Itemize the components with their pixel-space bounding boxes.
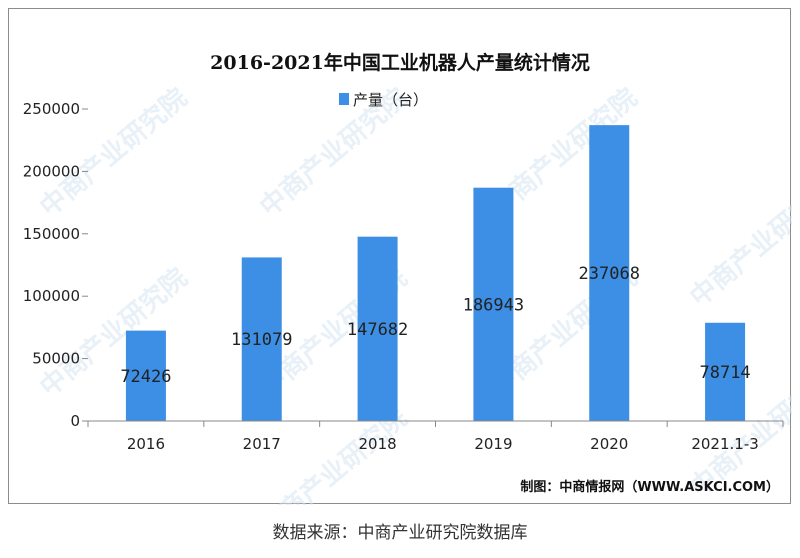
data-label: 237068 [579,264,640,284]
bar [125,330,166,421]
x-tick-label: 2017 [243,435,281,453]
y-tick-label: 200000 [23,162,80,180]
y-tick-label: 0 [70,412,80,430]
bar [241,257,282,421]
x-tick-label: 2021.1-3 [691,435,758,453]
credit-text: 制图：中商情报网（WWW.ASKCI.COM） [520,479,779,495]
legend-label: 产量（台） [353,91,428,109]
x-axis: 2016 2017 2018 2019 2020 2021.1-3 [87,420,784,453]
chart-frame: 中商产业研究院 中商产业研究院 中商产业研究院 中商产业研究院 中商产业研究院 中商产业研… [8,8,792,505]
bar [705,322,746,421]
x-tick-label: 2016 [127,435,165,453]
bars: 72426 131079 147682 186943 237068 78714 [120,125,751,422]
legend: 产量（台） [339,91,428,109]
data-label: 131079 [231,330,292,350]
data-label: 186943 [463,295,524,315]
y-tick-label: 150000 [23,225,80,243]
bar [473,187,514,421]
legend-swatch [339,93,349,105]
x-tick-label: 2019 [474,435,512,453]
bar [357,236,398,421]
bar [589,125,630,422]
y-tick-label: 50000 [32,350,80,368]
chart-title: 2016-2021年中国工业机器人产量统计情况 [210,51,590,74]
y-tick-label: 250000 [23,100,80,118]
x-tick-label: 2018 [358,435,396,453]
data-label: 147682 [347,320,408,340]
y-tick-label: 100000 [23,287,80,305]
x-tick-label: 2020 [590,435,628,453]
data-label: 72426 [120,367,171,387]
watermark-text: 中商产业研究院 [684,172,792,313]
data-label: 78714 [699,363,750,383]
y-axis: 0 50000 100000 150000 200000 250000 [23,100,88,430]
source-note: 数据来源：中商产业研究院数据库 [272,523,528,543]
